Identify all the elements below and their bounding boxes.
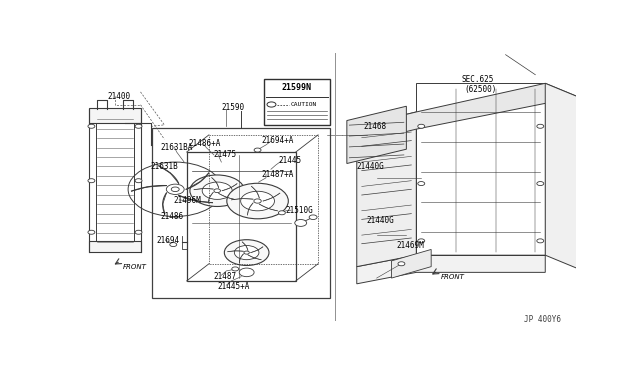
Circle shape bbox=[88, 230, 95, 234]
Circle shape bbox=[418, 239, 425, 243]
Text: 21631BA: 21631BA bbox=[161, 143, 193, 152]
Text: FRONT: FRONT bbox=[123, 264, 147, 270]
Circle shape bbox=[254, 199, 261, 203]
Text: 21475: 21475 bbox=[214, 150, 237, 160]
Circle shape bbox=[241, 191, 275, 211]
Text: 21694+A: 21694+A bbox=[261, 136, 293, 145]
Circle shape bbox=[88, 124, 95, 128]
Text: 21445+A: 21445+A bbox=[218, 282, 250, 291]
Bar bbox=[152, 128, 330, 298]
Text: 21487+A: 21487+A bbox=[261, 170, 293, 179]
Polygon shape bbox=[356, 112, 416, 267]
Bar bbox=[187, 152, 296, 281]
Circle shape bbox=[418, 182, 425, 186]
Circle shape bbox=[232, 267, 239, 271]
Circle shape bbox=[244, 251, 250, 254]
Text: 21440G: 21440G bbox=[367, 216, 394, 225]
Text: 21486+A: 21486+A bbox=[188, 139, 221, 148]
Text: 21496M: 21496M bbox=[173, 196, 201, 205]
Circle shape bbox=[398, 262, 405, 266]
Text: 21599N: 21599N bbox=[282, 83, 312, 92]
Circle shape bbox=[234, 246, 259, 260]
Circle shape bbox=[225, 240, 269, 266]
Text: JP 400Y6: JP 400Y6 bbox=[524, 315, 561, 324]
Circle shape bbox=[254, 148, 261, 152]
Circle shape bbox=[537, 182, 544, 186]
Text: 21486: 21486 bbox=[161, 212, 184, 221]
Circle shape bbox=[88, 179, 95, 183]
Circle shape bbox=[227, 183, 288, 219]
Text: 21694: 21694 bbox=[157, 236, 180, 246]
Circle shape bbox=[295, 219, 307, 227]
Bar bbox=[89, 241, 141, 252]
Polygon shape bbox=[392, 250, 431, 278]
Text: 21445: 21445 bbox=[278, 156, 301, 165]
Polygon shape bbox=[545, 83, 580, 269]
Text: 21468: 21468 bbox=[364, 122, 387, 131]
Text: CAUTION: CAUTION bbox=[291, 102, 317, 107]
Text: 21469M: 21469M bbox=[396, 241, 424, 250]
Text: 21440G: 21440G bbox=[356, 162, 385, 171]
Bar bbox=[89, 108, 141, 124]
Text: 21400: 21400 bbox=[108, 92, 131, 101]
FancyBboxPatch shape bbox=[264, 79, 330, 125]
Circle shape bbox=[190, 175, 244, 206]
Polygon shape bbox=[356, 255, 545, 284]
Circle shape bbox=[172, 187, 179, 192]
Text: (62500): (62500) bbox=[465, 84, 497, 93]
Circle shape bbox=[170, 243, 177, 247]
Circle shape bbox=[135, 124, 142, 128]
Circle shape bbox=[278, 211, 285, 215]
Circle shape bbox=[239, 268, 254, 277]
Circle shape bbox=[537, 124, 544, 128]
Text: FRONT: FRONT bbox=[440, 274, 465, 280]
Circle shape bbox=[418, 124, 425, 128]
Circle shape bbox=[135, 230, 142, 234]
Circle shape bbox=[135, 179, 142, 183]
Polygon shape bbox=[347, 106, 406, 164]
Circle shape bbox=[166, 184, 184, 195]
Circle shape bbox=[202, 182, 232, 199]
Text: 21510G: 21510G bbox=[286, 206, 314, 215]
Text: SEC.625: SEC.625 bbox=[462, 74, 494, 83]
Text: 21590: 21590 bbox=[221, 103, 244, 112]
Circle shape bbox=[309, 215, 317, 219]
Circle shape bbox=[214, 189, 220, 193]
Circle shape bbox=[537, 239, 544, 243]
Polygon shape bbox=[356, 83, 580, 144]
Text: 21631B: 21631B bbox=[151, 162, 179, 171]
Bar bbox=[97, 118, 134, 244]
Text: 21487: 21487 bbox=[214, 272, 237, 281]
